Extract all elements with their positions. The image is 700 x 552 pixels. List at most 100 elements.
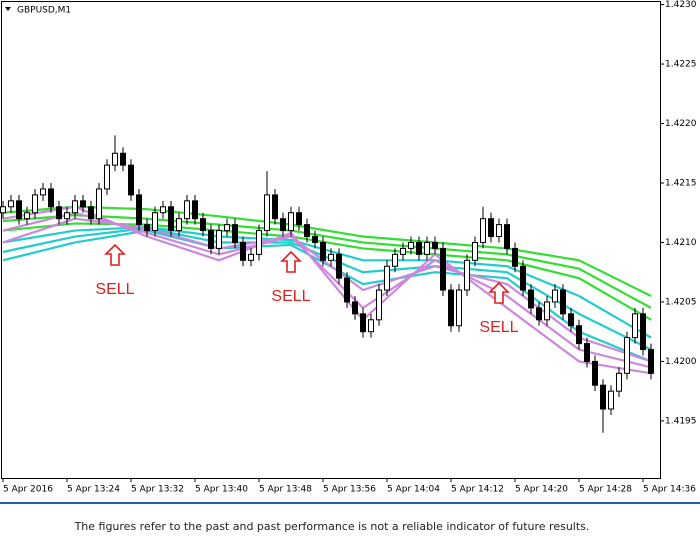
candle-body	[560, 289, 566, 315]
ribbon-line	[2, 227, 652, 351]
annotation: SELL	[479, 319, 518, 336]
candle-body	[264, 194, 270, 232]
y-tick-label: 1.4220	[665, 119, 697, 129]
candle-body	[272, 194, 278, 220]
candle-body	[96, 188, 102, 220]
candle-body	[16, 200, 22, 220]
candle-body	[480, 218, 486, 243]
candle-body	[496, 224, 502, 238]
candle-body	[488, 218, 494, 238]
candle-body	[288, 212, 294, 232]
candle-body	[400, 247, 406, 255]
sell-arrow	[280, 250, 302, 273]
candle-body	[584, 343, 590, 362]
candle-body	[368, 319, 374, 333]
ribbon-line	[2, 214, 652, 309]
candle-body	[520, 265, 526, 291]
candle-body	[0, 206, 6, 214]
candle-body	[224, 224, 230, 232]
x-tick-label: 5 Apr 13:48	[259, 485, 312, 495]
candle-body	[40, 188, 46, 196]
candle-body	[56, 206, 62, 220]
candle-body	[440, 247, 446, 291]
candle-body	[504, 224, 510, 249]
disclaimer: The figures refer to the past and past p…	[74, 520, 590, 533]
candle-body	[536, 307, 542, 321]
y-tick-label: 1.4225	[665, 60, 697, 70]
candle-body	[512, 247, 518, 267]
candle-body	[128, 164, 134, 196]
candle-body	[352, 301, 358, 315]
candle-body	[616, 372, 622, 392]
candle-body	[256, 230, 262, 255]
candle-body	[232, 224, 238, 243]
plot-frame	[1, 1, 661, 479]
candle-body	[240, 241, 246, 261]
annotation: SELL	[95, 281, 134, 298]
candle-body	[248, 253, 254, 261]
candle-body	[160, 206, 166, 214]
candle-body	[336, 253, 342, 279]
candle-body	[136, 194, 142, 226]
y-tick-label: 1.4200	[665, 357, 697, 367]
candle-body	[464, 259, 470, 291]
candle-body	[88, 206, 94, 220]
y-tick-label: 1.4195	[665, 416, 697, 426]
candle-body	[376, 289, 382, 321]
x-tick-label: 5 Apr 14:20	[515, 485, 568, 495]
candle-body	[144, 224, 150, 232]
candle-body	[296, 212, 302, 226]
candle-body	[112, 152, 118, 166]
x-tick-label: 5 Apr 13:32	[131, 485, 184, 495]
x-tick-label: 5 Apr 13:40	[195, 485, 248, 495]
y-tick-label: 1.4205	[665, 297, 697, 307]
sell-arrow	[488, 281, 510, 304]
candle-body	[192, 200, 198, 220]
candle-body	[528, 289, 534, 309]
candle-body	[640, 313, 646, 351]
candle-body	[632, 313, 638, 339]
candle-body	[448, 289, 454, 327]
y-tick-label: 1.4215	[665, 178, 697, 188]
candle-body	[72, 200, 78, 214]
y-tick-label: 1.4230	[665, 0, 697, 10]
candle-body	[568, 313, 574, 327]
candle-body	[48, 188, 54, 208]
candle-body	[304, 224, 310, 238]
candle-body	[312, 236, 318, 243]
candle-body	[328, 253, 334, 261]
candle-body	[608, 390, 614, 410]
candle-body	[432, 241, 438, 249]
menu-arrow[interactable]	[5, 7, 11, 11]
chart-title: GBPUSD,M1	[17, 6, 71, 16]
candle-body	[456, 289, 462, 327]
ribbon-line	[2, 205, 652, 375]
x-tick-label: 5 Apr 14:28	[579, 485, 632, 495]
candle-body	[64, 212, 70, 220]
candle-body	[416, 241, 422, 255]
ribbon-line	[2, 205, 652, 297]
sell-arrow	[104, 243, 126, 266]
candle-body	[384, 265, 390, 291]
candle-body	[80, 200, 86, 208]
candle-body	[424, 241, 430, 255]
x-tick-label: 5 Apr 13:24	[67, 485, 120, 495]
candle-body	[176, 218, 182, 232]
candle-body	[360, 313, 366, 333]
ribbon-line	[2, 225, 652, 339]
candle-body	[152, 212, 158, 232]
x-tick-label: 5 Apr 14:12	[451, 485, 504, 495]
candle-body	[576, 325, 582, 345]
candle-body	[648, 349, 654, 374]
candle-body	[32, 194, 38, 214]
candle-body	[600, 384, 606, 410]
x-tick-label: 5 Apr 13:56	[323, 485, 376, 495]
candle-body	[208, 230, 214, 249]
candle-body	[472, 241, 478, 261]
candle-body	[552, 289, 558, 303]
candle-body	[8, 200, 14, 208]
candle-body	[200, 218, 206, 232]
candle-body	[592, 360, 598, 386]
x-tick-label: 5 Apr 14:04	[387, 485, 440, 495]
